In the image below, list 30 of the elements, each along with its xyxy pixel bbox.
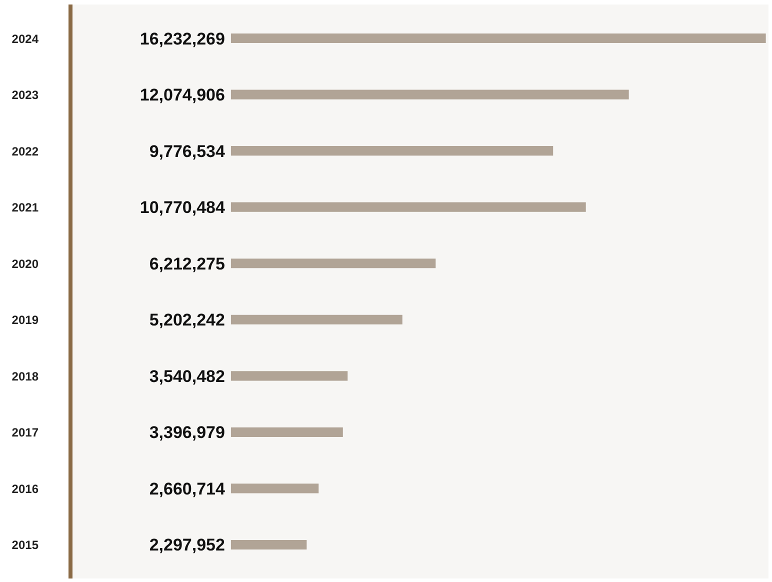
data-label: 2,660,714: [149, 479, 226, 498]
bar: [230, 146, 554, 156]
data-label: 2,297,952: [149, 536, 225, 555]
data-label: 3,396,979: [149, 423, 225, 442]
y-tick-label: 2022: [12, 144, 39, 158]
y-tick-label: 2017: [12, 426, 39, 440]
bar: [230, 202, 586, 212]
y-tick-label: 2020: [12, 256, 39, 271]
bar: [230, 90, 629, 100]
data-label: 10,770,484: [140, 198, 226, 218]
data-label: 9,776,534: [149, 142, 226, 161]
y-tick-label: 2019: [12, 313, 39, 328]
data-label: 6,212,275: [149, 254, 225, 274]
data-label: 16,232,269: [140, 29, 225, 48]
data-label: 5,202,242: [149, 310, 225, 330]
y-tick-label: 2024: [12, 32, 39, 46]
bar: [230, 540, 307, 550]
y-tick-label: 2016: [12, 482, 39, 496]
bar: [230, 427, 343, 437]
data-label: 12,074,906: [140, 86, 225, 105]
y-tick-label: 2015: [12, 538, 39, 552]
y-tick-label: 2023: [12, 88, 39, 102]
y-tick-label: 2018: [12, 369, 39, 384]
bar: [230, 484, 319, 494]
y-tick-label: 2021: [12, 200, 39, 215]
data-label: 3,540,482: [149, 366, 225, 386]
bar: [230, 258, 436, 268]
bar: [230, 33, 766, 44]
bar: [230, 314, 402, 324]
bar: [230, 371, 348, 381]
